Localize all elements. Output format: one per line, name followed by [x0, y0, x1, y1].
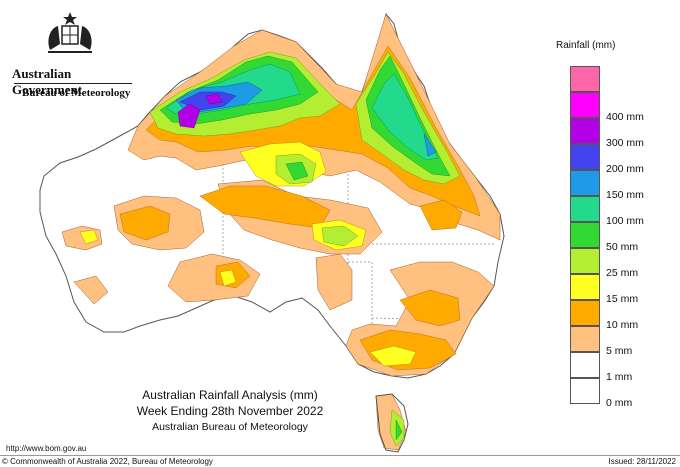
legend-title: Rainfall (mm) [556, 40, 616, 51]
australia-map-svg [39, 12, 505, 453]
legend-label: 10 mm [606, 319, 639, 331]
legend-swatch [570, 170, 600, 196]
legend-swatch [570, 66, 600, 92]
legend-label: 0 mm [606, 397, 633, 409]
legend-label: 200 mm [606, 163, 644, 175]
map-title: Australian Rainfall Analysis (mm) [142, 388, 318, 402]
website-link[interactable]: http://www.bom.gov.au [6, 444, 87, 453]
legend-swatch [570, 378, 600, 404]
coat-of-arms-icon [48, 12, 92, 53]
government-logo: Australian Government Bureau of Meteorol… [8, 8, 133, 99]
legend-label: 150 mm [606, 189, 644, 201]
legend-label: 100 mm [606, 215, 644, 227]
tasmania-outline [375, 393, 409, 453]
legend-swatch [570, 118, 600, 144]
legend-swatch [570, 222, 600, 248]
legend-label: 25 mm [606, 267, 639, 279]
legend-swatch [570, 326, 600, 352]
map-period: Week Ending 28th November 2022 [136, 404, 324, 418]
legend-label: 50 mm [606, 241, 639, 253]
legend-swatch [570, 92, 600, 118]
legend-swatch [570, 248, 600, 274]
legend-swatch [570, 300, 600, 326]
legend-swatch [570, 352, 600, 378]
legend-label: 1 mm [606, 371, 633, 383]
legend-label: 400 mm [606, 111, 644, 123]
legend-label: 5 mm [606, 345, 633, 357]
issued-date: Issued: 28/11/2022 [608, 457, 676, 466]
rain-200mm-areas [177, 93, 223, 129]
legend-label: 15 mm [606, 293, 639, 305]
legend-swatch [570, 144, 600, 170]
copyright-text: © Commonwealth of Australia 2022, Bureau… [2, 457, 213, 466]
footer-divider [0, 455, 680, 456]
legend-swatch [570, 196, 600, 222]
legend-swatch [570, 274, 600, 300]
map-source: Australian Bureau of Meteorology [152, 421, 308, 433]
government-name: Australian Government [12, 66, 83, 97]
rainfall-map [39, 12, 505, 453]
agency-name: Bureau of Meteorology [22, 87, 131, 99]
rainfall-legend: Rainfall (mm) 400 mm 300 mm 200 mm 150 mm 10… [556, 40, 676, 409]
legend-label: 300 mm [606, 137, 644, 149]
logo-divider [14, 83, 132, 84]
